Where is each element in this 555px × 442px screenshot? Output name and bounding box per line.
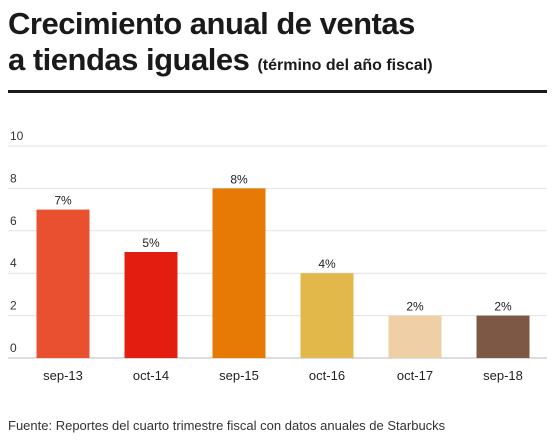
title-line-1: Crecimiento anual de ventas	[8, 6, 415, 41]
x-tick-label: oct-16	[309, 368, 345, 383]
x-tick-label: oct-17	[397, 368, 433, 383]
x-tick-label: sep-18	[483, 368, 523, 383]
grid-layer	[8, 145, 547, 359]
bar-value-label: 2%	[406, 300, 424, 314]
y-tick-label: 4	[10, 256, 17, 270]
title-line-2: a tiendas iguales	[8, 42, 250, 77]
bar	[476, 315, 530, 358]
y-tick-label: 2	[10, 299, 17, 313]
label-layer: 0 2 4 6 8 10 7% sep-13 5% oct-14 8% sep-15 4% oct-16 2…	[10, 129, 523, 383]
y-tick-label: 0	[10, 341, 17, 355]
bar-value-label: 4%	[318, 257, 336, 271]
bar-layer	[36, 188, 530, 358]
bar-value-label: 8%	[230, 172, 248, 186]
bar	[36, 209, 90, 358]
chart-subtitle: (término del año fiscal)	[257, 57, 433, 74]
y-tick-label: 8	[10, 171, 17, 185]
y-tick-label: 6	[10, 214, 17, 228]
title-divider	[8, 90, 547, 93]
bar	[212, 188, 266, 358]
x-tick-label: oct-14	[133, 368, 169, 383]
bar-value-label: 5%	[142, 236, 160, 250]
x-tick-label: sep-13	[43, 368, 83, 383]
x-tick-label: sep-15	[219, 368, 259, 383]
bar	[300, 273, 354, 358]
source-note: Fuente: Reportes del cuarto trimestre fi…	[8, 418, 446, 433]
chart-title: Crecimiento anual de ventas a tiendas ig…	[8, 6, 433, 84]
bar	[124, 252, 178, 358]
bar-value-label: 2%	[494, 300, 512, 314]
y-tick-label: 10	[10, 129, 24, 143]
bar-value-label: 7%	[54, 194, 72, 208]
bar	[388, 315, 442, 358]
